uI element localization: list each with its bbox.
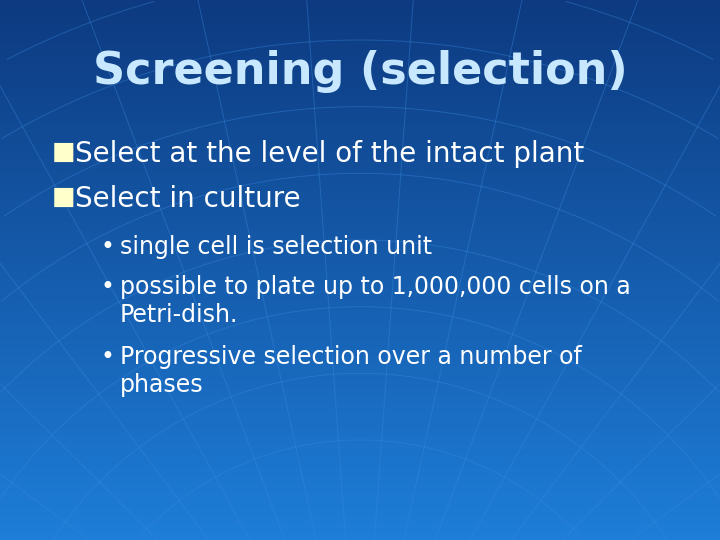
Text: Screening (selection): Screening (selection): [93, 50, 627, 93]
Text: •: •: [100, 235, 114, 259]
Text: Select at the level of the intact plant: Select at the level of the intact plant: [75, 140, 584, 168]
Text: •: •: [100, 275, 114, 299]
Text: Progressive selection over a number of
phases: Progressive selection over a number of p…: [120, 345, 582, 397]
Text: single cell is selection unit: single cell is selection unit: [120, 235, 432, 259]
Text: Select in culture: Select in culture: [75, 185, 301, 213]
Text: possible to plate up to 1,000,000 cells on a
Petri-dish.: possible to plate up to 1,000,000 cells …: [120, 275, 631, 327]
Text: •: •: [100, 345, 114, 369]
Text: ■: ■: [52, 140, 76, 164]
Text: ■: ■: [52, 185, 76, 209]
